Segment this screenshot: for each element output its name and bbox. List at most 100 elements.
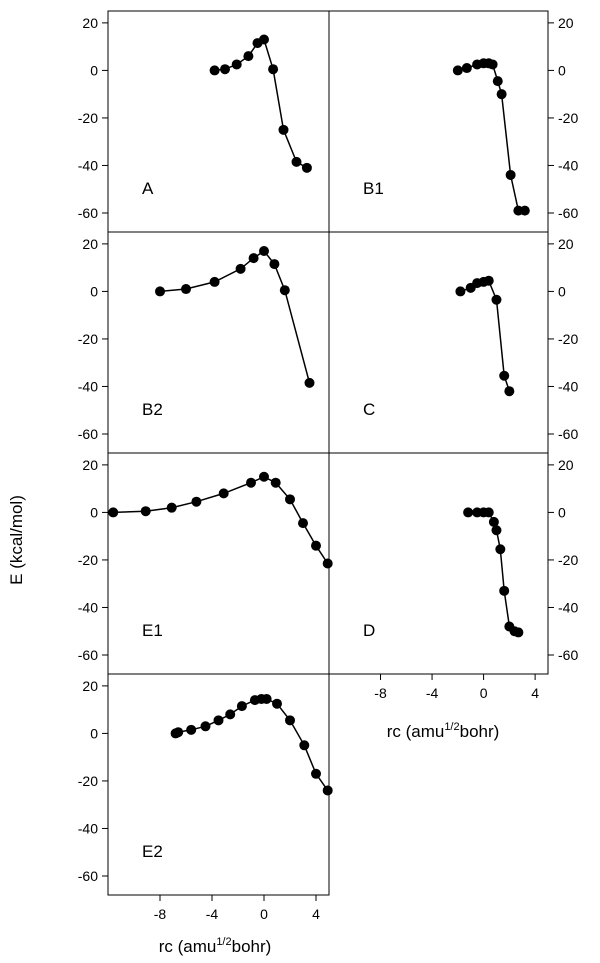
panel-b1-ytick-label: 0 xyxy=(558,62,566,78)
panel-d-xtick-label: 0 xyxy=(480,685,488,701)
panel-b2-series-line xyxy=(159,249,311,384)
panel-e2-xtick-label: -4 xyxy=(206,906,219,922)
panel-b2-frame xyxy=(107,231,330,454)
x-axis-label-left: rc (amu1/2bohr) xyxy=(159,936,272,956)
panel-e2-point xyxy=(299,740,310,751)
panel-e1: 20 0 -20 -40 -60 E1 xyxy=(78,452,333,675)
panel-d-ytick-label: -40 xyxy=(558,599,578,615)
panel-b2-label: B2 xyxy=(142,400,163,419)
panel-b2-point xyxy=(155,286,165,297)
panel-e2-ytick-label: 0 xyxy=(90,725,98,741)
panel-d-ytick-label: 20 xyxy=(558,457,574,473)
panel-e2: 200-20-40-60-8 -4 0 4E2 xyxy=(78,673,333,922)
panel-e2-point xyxy=(322,785,333,796)
panel-c-ytick-label: -60 xyxy=(558,426,578,442)
panel-e1-point xyxy=(191,496,202,507)
panel-e1-ytick-label: 20 xyxy=(82,457,98,473)
y-axis-label: E (kcal/mol) xyxy=(7,495,26,585)
panel-a-ytick-label: -60 xyxy=(78,205,98,221)
panel-d-ytick-label: 0 xyxy=(558,504,566,520)
panel-d-xtick-label: -8 xyxy=(374,685,387,701)
panel-e1-point xyxy=(166,502,177,513)
panel-c-point xyxy=(483,275,494,286)
panel-e2-point xyxy=(225,709,236,720)
panel-b1-series-line xyxy=(457,62,525,212)
panel-c-point xyxy=(491,294,502,305)
panel-e2-xtick-label: 4 xyxy=(312,906,320,922)
panel-a-frame xyxy=(107,10,330,233)
panel-b2-point xyxy=(248,253,259,264)
panel-e1-frame xyxy=(107,452,330,675)
panel-b2: 20 0 -20 -40 -60 B2 xyxy=(78,231,330,454)
panel-b1-ytick-label: 20 xyxy=(558,15,574,31)
panel-e1-point xyxy=(218,488,229,499)
panel-e2-point xyxy=(285,715,295,726)
panel-b1-point xyxy=(487,59,498,70)
panel-e2-point xyxy=(236,701,247,712)
panel-b2-point xyxy=(181,284,191,295)
panels-layer: 200-20-40-60A200-20-40-60B1200-20-40-60B… xyxy=(78,10,578,922)
panel-c-point xyxy=(499,370,510,381)
panel-a-point xyxy=(278,124,289,135)
panel-a-point xyxy=(209,65,220,76)
panel-e2-xtick-label: -8 xyxy=(154,906,167,922)
panel-e1-point xyxy=(108,507,119,518)
panel-e2-point xyxy=(311,768,321,779)
panel-e2-point xyxy=(186,724,197,735)
panel-a-ytick-label: -40 xyxy=(78,157,98,173)
panel-e1-point xyxy=(270,477,281,488)
x-axis-label-left-main: rc (amu xyxy=(159,937,217,956)
panel-d-point xyxy=(495,544,506,555)
panel-e1-point xyxy=(259,471,269,482)
panel-e2-ytick-label: 20 xyxy=(82,678,98,694)
panel-e1-ytick-label: 0 xyxy=(90,504,98,520)
panel-d-point xyxy=(491,525,502,536)
panel-b2-point xyxy=(259,246,269,257)
panel-e2-point xyxy=(261,693,272,704)
panel-a-point xyxy=(220,64,230,75)
panel-b2-ytick-label: -60 xyxy=(78,426,98,442)
panel-a-point xyxy=(301,162,312,173)
panel-c-ytick-label: 0 xyxy=(558,283,566,299)
panel-e1-point xyxy=(140,506,151,517)
panel-b1-ytick-label: -20 xyxy=(558,110,578,126)
panel-a-point xyxy=(268,64,279,75)
panel-e2-ytick-label: -40 xyxy=(78,820,98,836)
panel-e2-frame xyxy=(107,673,330,896)
panel-e2-label: E2 xyxy=(142,842,163,861)
panel-b1-label: B1 xyxy=(363,179,384,198)
panel-c-label: C xyxy=(363,400,375,419)
x-axis-label-left-tail: bohr) xyxy=(232,937,272,956)
panel-b1-ytick-label: -60 xyxy=(558,205,578,221)
panel-b1-point xyxy=(452,65,463,76)
panel-c-ytick-label: -40 xyxy=(558,378,578,394)
panel-d-label: D xyxy=(363,621,375,640)
panel-e1-ytick-label: -60 xyxy=(78,647,98,663)
panel-b2-point xyxy=(235,263,246,274)
panel-b2-ytick-label: -20 xyxy=(78,331,98,347)
panel-b1-point xyxy=(519,205,530,216)
panel-e2-point xyxy=(173,727,184,738)
panel-d-point xyxy=(488,516,499,527)
panel-c-point xyxy=(455,286,466,297)
panel-d-xtick-label: 4 xyxy=(531,685,539,701)
panel-e1-ytick-label: -40 xyxy=(78,599,98,615)
panel-d-point xyxy=(483,507,494,518)
panel-b1: 20 0 -20 -40 -60 B1 xyxy=(328,10,578,233)
panel-a-point xyxy=(291,156,302,167)
panel-a-point xyxy=(231,59,242,70)
panel-b2-point xyxy=(279,285,290,296)
panel-a-point xyxy=(259,34,269,45)
panel-e2-point xyxy=(213,715,224,726)
x-axis-label-right: rc (amu1/2bohr) xyxy=(387,721,500,741)
panel-c: 20 0 -20 -40 -60 C xyxy=(328,231,578,454)
panel-e2-point xyxy=(200,721,211,732)
panel-b1-point xyxy=(492,76,503,87)
panel-b2-ytick-label: 20 xyxy=(82,236,98,252)
panel-a: 20 0 -20 -40 -60 A xyxy=(78,10,330,233)
panel-e2-ytick-label: -20 xyxy=(78,773,98,789)
panel-b1-ytick-label: -40 xyxy=(558,157,578,173)
panel-e1-point xyxy=(311,540,321,551)
panel-d-point xyxy=(513,627,524,638)
